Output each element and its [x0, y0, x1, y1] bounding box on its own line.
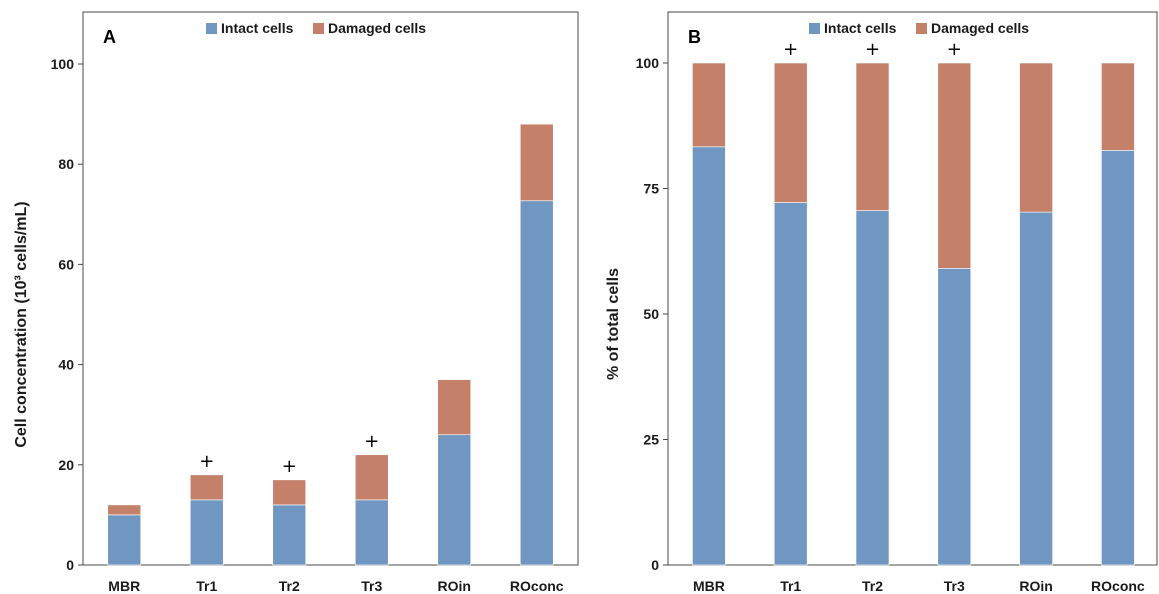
panel-b-xtick-label-tr1: Tr1 — [780, 578, 801, 594]
panel-b-xtick-label-tr3: Tr3 — [944, 578, 965, 594]
panel-a-bar-intact-tr3 — [354, 499, 389, 566]
panel-a-legend-swatch-intact — [206, 23, 217, 34]
panel-b-annotation-tr3: + — [947, 39, 962, 60]
panel-a-xtick-label-roconc: ROconc — [510, 578, 564, 594]
panel-a-annotation-tr1: + — [199, 451, 214, 472]
panel-a-bar-intact-tr2 — [272, 504, 307, 566]
panel-b-xtick-label-tr2: Tr2 — [862, 578, 883, 594]
panel-a-xtick-label-roin: ROin — [438, 578, 471, 594]
panel-a-bar-damaged-mbr — [107, 504, 142, 516]
panel-b-bar-damaged-mbr — [692, 62, 726, 148]
panel-a-ytick-label-5: 100 — [51, 56, 75, 72]
panel-b-bar-damaged-tr1 — [773, 62, 808, 203]
panel-a-xtick-label-tr3: Tr3 — [361, 578, 382, 594]
panel-a-ytick-label-2: 40 — [58, 357, 74, 373]
panel-a-bar-damaged-roin — [437, 379, 472, 436]
panel-b-bar-intact-roconc — [1101, 150, 1135, 566]
panel-a-legend-label-damaged: Damaged cells — [328, 20, 426, 36]
panel-a-annotation-tr3: + — [364, 431, 379, 452]
panel-b-bar-intact-tr3 — [937, 268, 972, 566]
panel-b-annotation-tr2: + — [865, 39, 880, 60]
panel-b-bar-intact-mbr — [692, 146, 726, 566]
panel-b-annotation-tr1: + — [783, 39, 798, 60]
panel-b-bar-intact-roin — [1019, 211, 1053, 566]
panel-b-legend-swatch-intact — [809, 23, 820, 34]
panel-a-bar-damaged-tr2 — [272, 479, 307, 506]
panel-a-legend-label-intact: Intact cells — [221, 20, 294, 36]
panel-b-ytick-label-0: 0 — [651, 557, 659, 573]
panel-b-legend-swatch-damaged — [916, 23, 927, 34]
panel-b-ytick-label-3: 75 — [643, 181, 659, 197]
panel-b-xtick-label-roconc: ROconc — [1091, 578, 1145, 594]
panel-b-y-axis-title: % of total cells — [605, 268, 622, 380]
panel-b-ytick-label-4: 100 — [636, 55, 660, 71]
panel-a-bar-intact-tr1 — [189, 499, 224, 566]
panel-b-legend-label-damaged: Damaged cells — [931, 20, 1029, 36]
panel-a-bar-damaged-tr1 — [189, 474, 224, 501]
panel-b-ytick-label-2: 50 — [643, 306, 659, 322]
panel-a-xtick-label-tr1: Tr1 — [196, 578, 217, 594]
panel-a-bar-intact-roin — [437, 434, 472, 566]
panel-b-frame — [667, 11, 1158, 566]
panel-a-y-axis-title: Cell concentration (10³ cells/mL) — [13, 201, 30, 447]
panel-a-ytick-label-4: 80 — [58, 156, 74, 172]
panel-a-bar-damaged-tr3 — [354, 454, 389, 501]
panel-a-ytick-label-3: 60 — [58, 256, 74, 272]
panel-b-letter: B — [688, 27, 701, 47]
panel-b-legend-label-intact: Intact cells — [824, 20, 897, 36]
panel-b-bar-intact-tr1 — [773, 202, 808, 566]
panel-b-bar-damaged-roconc — [1101, 62, 1135, 151]
panel-a-bar-intact-mbr — [107, 514, 142, 566]
panel-a-annotation-tr2: + — [282, 456, 297, 477]
panel-a-letter: A — [103, 27, 116, 47]
panel-a-xtick-label-tr2: Tr2 — [279, 578, 300, 594]
panel-a-bar-intact-roconc — [519, 200, 554, 566]
panel-b-bar-intact-tr2 — [855, 210, 890, 566]
panel-a-xtick-label-mbr: MBR — [108, 578, 140, 594]
panel-b-xtick-label-mbr: MBR — [693, 578, 725, 594]
panel-b-bar-damaged-tr3 — [937, 62, 972, 269]
panel-b-bar-damaged-roin — [1019, 62, 1053, 213]
panel-a-ytick-label-0: 0 — [66, 557, 74, 573]
panel-a-ytick-label-1: 20 — [58, 457, 74, 473]
panel-b-xtick-label-roin: ROin — [1019, 578, 1052, 594]
panel-b-ytick-label-1: 25 — [643, 432, 659, 448]
panel-a-bar-damaged-roconc — [519, 123, 554, 202]
panel-a-frame — [82, 11, 579, 566]
panel-b-bar-damaged-tr2 — [855, 62, 890, 211]
panel-a-legend-swatch-damaged — [313, 23, 324, 34]
